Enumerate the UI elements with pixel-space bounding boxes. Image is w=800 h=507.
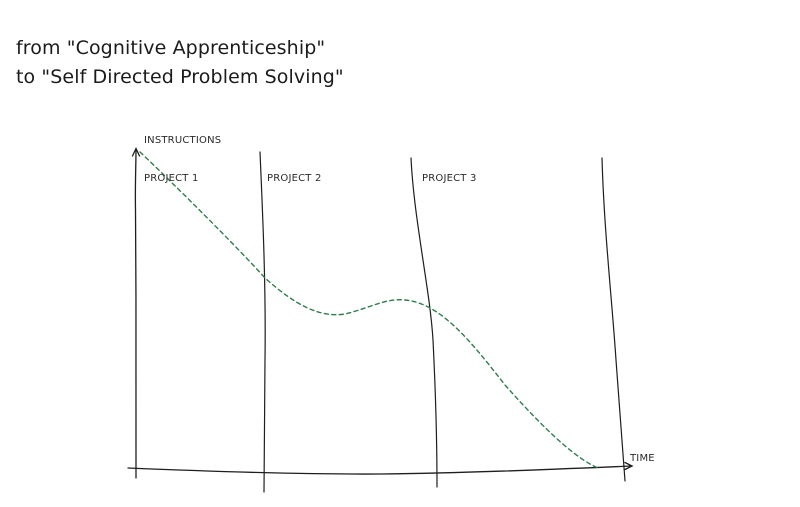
title-line-1: from "Cognitive Apprenticeship" (16, 37, 326, 59)
y-axis (131, 146, 141, 479)
title-line-2: to "Self Directed Problem Solving" (16, 66, 344, 88)
y-axis-label: INSTRUCTIONS (144, 135, 221, 146)
x-axis (127, 461, 634, 475)
project-3-label: PROJECT 3 (422, 173, 477, 184)
divider-end (601, 157, 626, 482)
diagram-title: from "Cognitive Apprenticeship" to "Self… (16, 34, 344, 92)
project-dividers (259, 151, 626, 493)
instruction-curve (139, 151, 599, 469)
divider-project-2 (259, 151, 266, 493)
project-1-label: PROJECT 1 (144, 173, 199, 184)
divider-project-3 (410, 157, 438, 488)
x-axis-label: TIME (629, 453, 655, 464)
project-2-label: PROJECT 2 (267, 173, 322, 184)
